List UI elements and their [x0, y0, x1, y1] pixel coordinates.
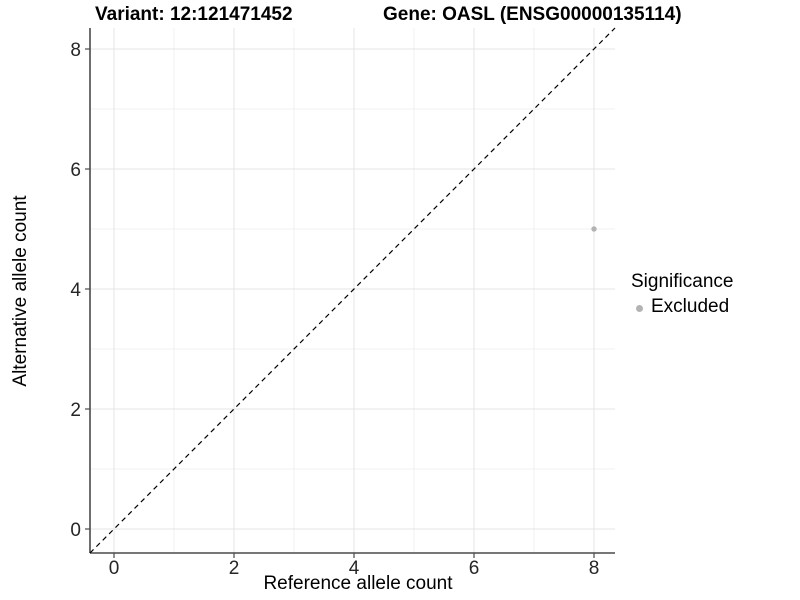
y-tick-label: 6 [70, 160, 81, 181]
x-tick-label: 4 [349, 558, 360, 579]
minor-gridlines [90, 28, 615, 553]
legend: Significance Excluded [631, 271, 733, 318]
y-tick-label: 2 [70, 400, 81, 421]
major-gridlines [90, 28, 615, 553]
x-axis-title: Reference allele count [263, 573, 453, 594]
identity-line [89, 27, 616, 554]
tick-labels: 0 2 4 6 8 0 2 4 6 8 [70, 40, 599, 579]
identity-reference-line [89, 27, 616, 554]
x-tick-label: 6 [469, 558, 480, 579]
gene-title: Gene: OASL (ENSG00000135114) [383, 4, 682, 25]
x-tick-label: 2 [229, 558, 240, 579]
legend-item-excluded: Excluded [631, 296, 733, 318]
excluded-point-icon [636, 304, 643, 312]
legend-item-label: Excluded [651, 296, 730, 317]
axis-ticks [85, 48, 595, 558]
data-points [591, 226, 597, 232]
y-tick-label: 4 [70, 280, 81, 301]
y-tick-label: 0 [70, 520, 81, 541]
variant-title: Variant: 12:121471452 [95, 4, 293, 25]
y-axis-title: Alternative allele count [10, 195, 31, 387]
axis-lines [89, 28, 615, 554]
legend-title: Significance [631, 271, 734, 292]
y-tick-label: 8 [70, 40, 81, 61]
scatter-point [591, 226, 597, 232]
x-tick-label: 0 [109, 558, 120, 579]
x-tick-label: 8 [589, 558, 600, 579]
